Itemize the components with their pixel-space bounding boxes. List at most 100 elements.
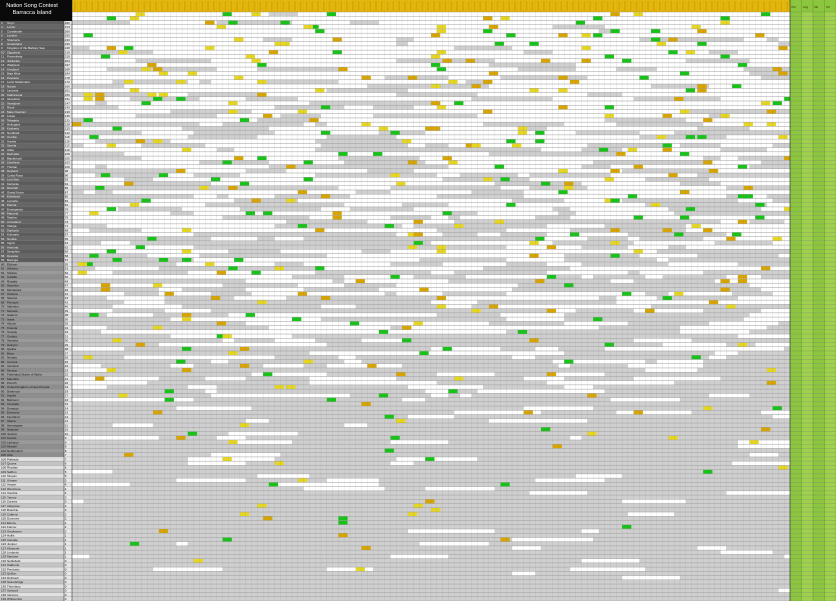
row-score: 79 bbox=[65, 207, 69, 211]
row-country-name: Fjordland bbox=[7, 415, 20, 419]
row-totals-cell bbox=[790, 62, 802, 68]
row-name-cell bbox=[0, 156, 64, 161]
row-name-cell bbox=[0, 278, 64, 284]
voter-header-cell bbox=[496, 1, 499, 11]
vote-highlight-cell bbox=[286, 164, 296, 169]
vote-highlight-cell bbox=[257, 156, 267, 161]
vote-highlight-cell bbox=[604, 105, 614, 110]
row-totals-cell bbox=[813, 304, 825, 309]
row-country-name: Greiterland bbox=[7, 42, 22, 46]
row-score-cell bbox=[64, 300, 72, 305]
row-name-cell bbox=[0, 575, 64, 580]
vote-segment bbox=[72, 12, 159, 17]
row-score-cell bbox=[64, 202, 72, 207]
voter-header-cell bbox=[456, 1, 458, 11]
row-score-cell bbox=[64, 117, 72, 123]
row-country-name: Marlowe bbox=[7, 555, 19, 559]
voter-header-cell bbox=[751, 1, 754, 11]
row-score-cell bbox=[64, 418, 72, 424]
row-totals-cell bbox=[813, 427, 825, 432]
row-totals-cell bbox=[790, 198, 802, 203]
vote-segment bbox=[72, 41, 90, 46]
row-totals-cell bbox=[790, 79, 802, 85]
row-totals-cell bbox=[790, 363, 802, 368]
row-country-name: Costa Rosa bbox=[7, 173, 23, 177]
row-score: 5 bbox=[65, 474, 67, 478]
row-score-cell bbox=[64, 270, 72, 275]
vote-highlight-cell bbox=[257, 63, 267, 67]
row-totals-cell bbox=[790, 588, 802, 593]
row-totals-cell bbox=[801, 304, 813, 309]
vote-highlight-cell bbox=[419, 351, 429, 356]
row-totals-cell bbox=[813, 435, 825, 440]
row-name-cell bbox=[0, 562, 64, 568]
voter-header-cell bbox=[172, 1, 175, 11]
row-totals-cell bbox=[824, 397, 836, 402]
vote-segment bbox=[761, 287, 790, 292]
vote-segment bbox=[245, 152, 264, 156]
vote-segment bbox=[373, 12, 449, 17]
vote-highlight-cell bbox=[766, 122, 777, 127]
voter-header-cell bbox=[415, 1, 418, 11]
row-totals-cell bbox=[790, 482, 802, 487]
vote-segment bbox=[726, 325, 767, 330]
vote-highlight-cell bbox=[413, 241, 423, 245]
vote-highlight-cell bbox=[89, 135, 99, 139]
vote-segment bbox=[257, 330, 345, 334]
row-country-name: Federated States of Alpha bbox=[7, 373, 42, 377]
vote-segment bbox=[454, 410, 542, 415]
vote-highlight-cell bbox=[761, 12, 771, 17]
vote-highlight-cell bbox=[153, 139, 163, 144]
vote-highlight-cell bbox=[431, 101, 441, 106]
vote-highlight-cell bbox=[662, 228, 672, 233]
row-country-name: Stonebridge bbox=[7, 580, 24, 584]
row-totals-cell bbox=[813, 291, 825, 296]
row-rank: 52 bbox=[1, 228, 5, 232]
vote-segment bbox=[749, 215, 790, 220]
voter-header-cell bbox=[357, 1, 360, 11]
vote-segment bbox=[344, 359, 362, 364]
row-totals-cell bbox=[790, 245, 802, 250]
vote-segment bbox=[622, 211, 675, 216]
row-totals-cell bbox=[824, 461, 836, 466]
row-name-cell bbox=[0, 198, 64, 203]
row-country-name: Emergensis bbox=[7, 207, 23, 211]
vote-segment bbox=[512, 160, 565, 165]
vote-highlight-cell bbox=[685, 88, 696, 93]
vote-segment bbox=[494, 109, 559, 114]
row-country-name: Harrowgate bbox=[7, 423, 23, 427]
vote-highlight-cell bbox=[124, 46, 134, 50]
row-rank: 115 bbox=[1, 495, 6, 499]
row-totals-cell bbox=[824, 147, 836, 152]
row-totals-cell bbox=[790, 143, 802, 148]
vote-segment bbox=[546, 380, 611, 385]
row-country-name: Juniper bbox=[7, 542, 17, 546]
vote-segment bbox=[622, 109, 640, 114]
vote-highlight-cell bbox=[610, 253, 620, 258]
row-score: 147 bbox=[65, 101, 70, 105]
row-score-cell bbox=[64, 317, 72, 322]
vote-highlight-cell bbox=[182, 313, 192, 317]
vote-highlight-cell bbox=[500, 537, 510, 542]
row-totals-cell bbox=[813, 452, 825, 457]
row-score-cell bbox=[64, 338, 72, 343]
row-name-cell bbox=[0, 189, 64, 195]
vote-segment bbox=[425, 118, 466, 122]
row-score-cell bbox=[64, 211, 72, 216]
row-totals-cell bbox=[824, 181, 836, 186]
vote-segment bbox=[72, 37, 101, 42]
vote-segment bbox=[784, 126, 790, 131]
vote-highlight-cell bbox=[355, 567, 365, 572]
row-totals-cell bbox=[801, 134, 813, 140]
vote-highlight-cell bbox=[153, 67, 163, 72]
row-totals-cell bbox=[824, 478, 836, 483]
vote-highlight-cell bbox=[228, 185, 238, 190]
vote-segment bbox=[72, 363, 101, 368]
row-score-cell bbox=[64, 486, 72, 491]
vote-highlight-cell bbox=[106, 143, 117, 148]
row-score: 5 bbox=[65, 478, 67, 482]
row-totals-cell bbox=[824, 168, 836, 174]
row-score-cell bbox=[64, 444, 72, 449]
row-name-cell bbox=[0, 304, 64, 309]
row-name-cell bbox=[0, 84, 64, 89]
